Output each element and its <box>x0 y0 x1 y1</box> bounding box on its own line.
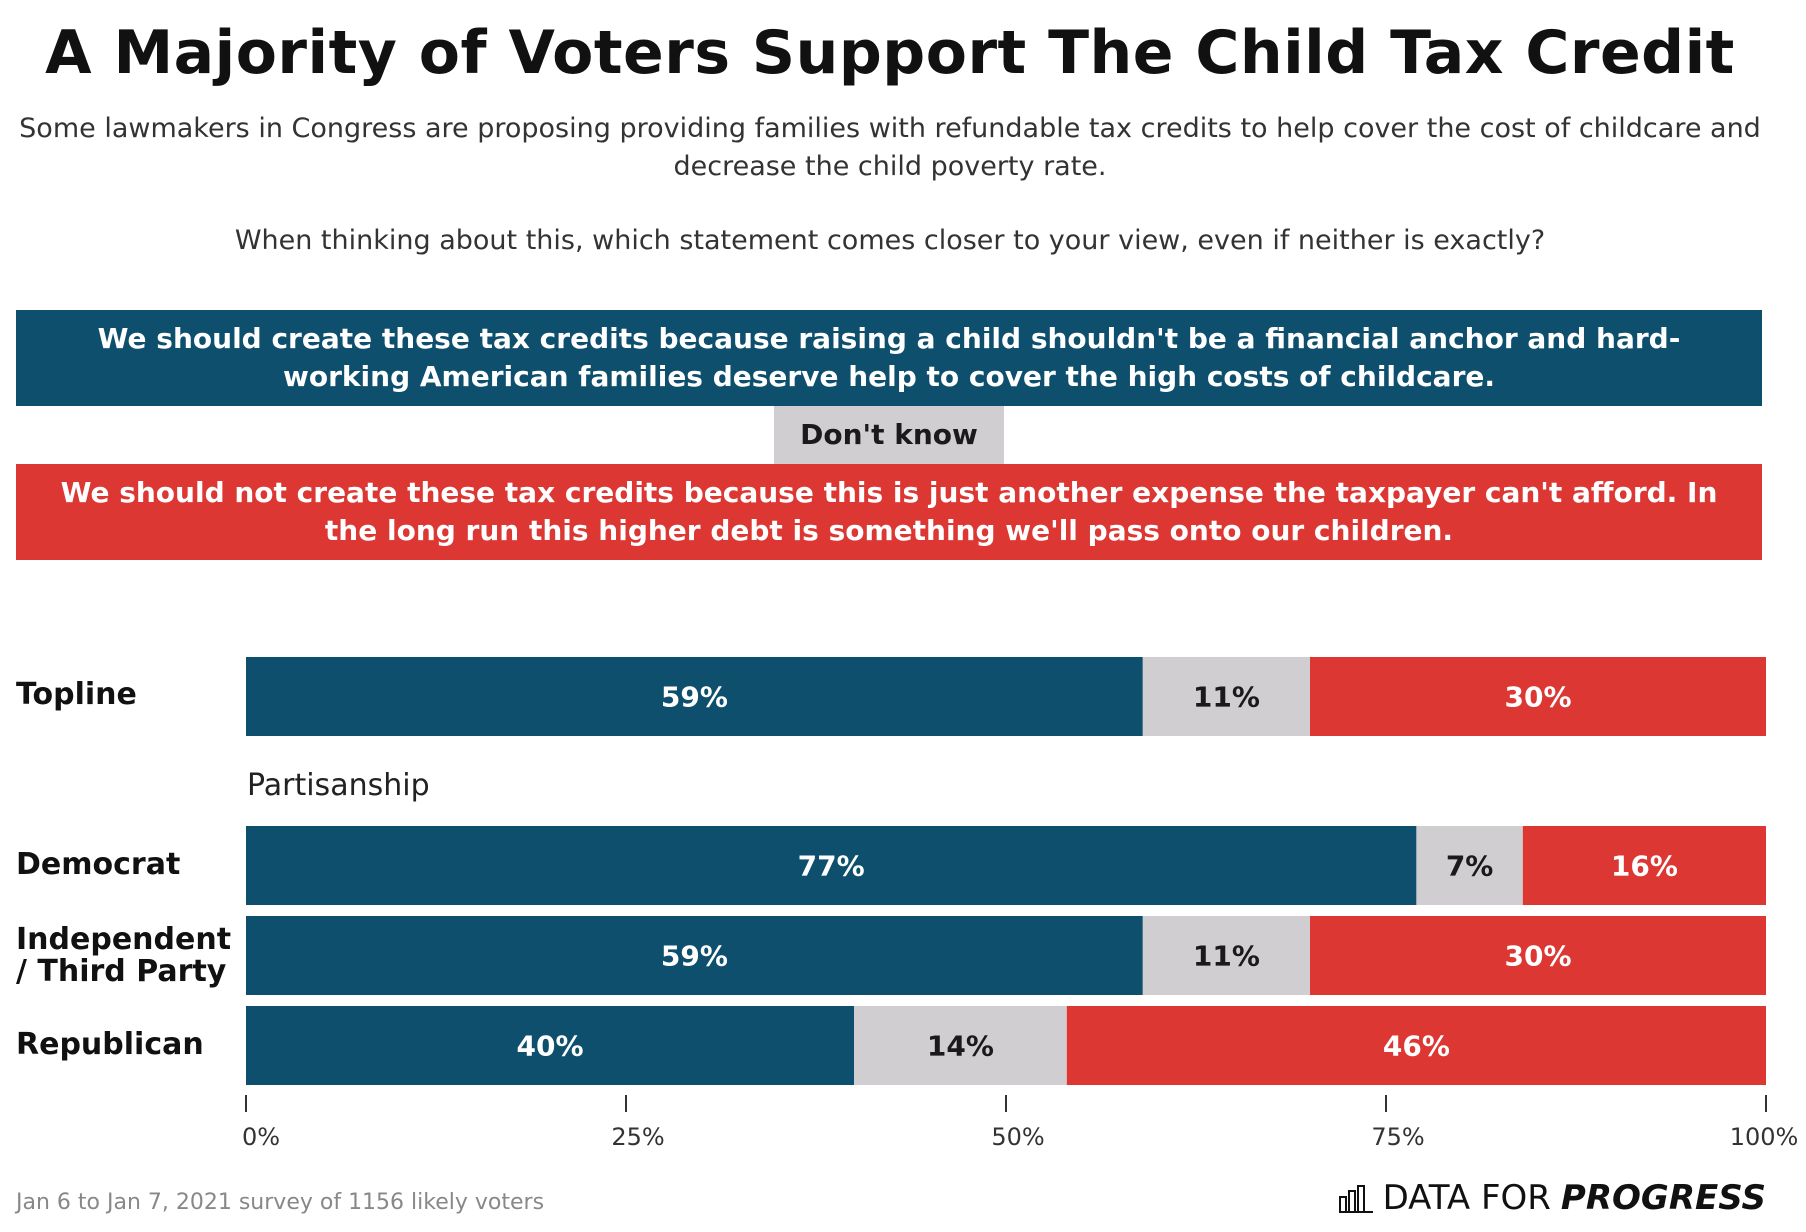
row-label-topline: Topline <box>16 677 137 712</box>
bar-republican-support <box>246 1006 854 1085</box>
label-independent-oppose: 30% <box>1504 940 1571 973</box>
row-label-democrat: Democrat <box>16 847 181 882</box>
legend-dont-know: Don't know <box>774 406 1004 464</box>
bar-topline-dont-know <box>1142 657 1310 736</box>
label-democrat-dont-know: 7% <box>1446 850 1494 883</box>
label-independent-dont-know: 11% <box>1193 940 1260 973</box>
bar-independent-support <box>246 916 1143 995</box>
label-topline-support: 59% <box>661 681 728 714</box>
x-tick-label: 50% <box>991 1123 1044 1151</box>
x-tick-label: 75% <box>1371 1123 1424 1151</box>
bar-democrat-support <box>246 826 1417 905</box>
x-tick-label: 100% <box>1730 1123 1799 1151</box>
legend-oppose: We should not create these tax credits b… <box>16 464 1762 560</box>
chart-title: A Majority of Voters Support The Child T… <box>45 18 1735 88</box>
label-republican-dont-know: 14% <box>927 1030 994 1063</box>
chart-subtitle-question: Some lawmakers in Congress are proposing… <box>19 113 1761 182</box>
label-democrat-oppose: 16% <box>1611 850 1678 883</box>
bar-republican-dont-know <box>854 1006 1067 1085</box>
label-topline-dont-know: 11% <box>1193 681 1260 714</box>
label-republican-oppose: 46% <box>1383 1030 1450 1063</box>
section-label-partisanship: Partisanship <box>247 768 430 803</box>
data-for-progress-logo: DATA FOR PROGRESS <box>1338 1178 1766 1218</box>
bar-chart-icon <box>1338 1185 1373 1213</box>
x-tick-label: 0% <box>242 1123 280 1151</box>
label-democrat-support: 77% <box>798 850 865 883</box>
brand-progress: PROGRESS <box>1560 1178 1766 1218</box>
bar-democrat-oppose <box>1522 826 1766 905</box>
bar-independent-dont-know <box>1142 916 1310 995</box>
label-republican-support: 40% <box>516 1030 583 1063</box>
brand-data-for: DATA FOR <box>1382 1178 1551 1218</box>
row-label-republican: Republican <box>16 1027 204 1062</box>
label-topline-oppose: 30% <box>1504 681 1571 714</box>
row-label-independent: Independent / Third Party <box>16 922 232 989</box>
bar-democrat-dont-know <box>1416 826 1523 905</box>
chart-subtitle-prompt: When thinking about this, which statemen… <box>234 225 1546 256</box>
x-tick-label: 25% <box>611 1123 664 1151</box>
legend-support: We should create these tax credits becau… <box>16 310 1762 406</box>
bar-topline-oppose <box>1310 657 1766 736</box>
bar-republican-oppose <box>1066 1006 1766 1085</box>
bar-independent-oppose <box>1310 916 1766 995</box>
label-independent-support: 59% <box>661 940 728 973</box>
survey-footnote: Jan 6 to Jan 7, 2021 survey of 1156 like… <box>16 1190 545 1215</box>
bar-topline-support <box>246 657 1143 736</box>
